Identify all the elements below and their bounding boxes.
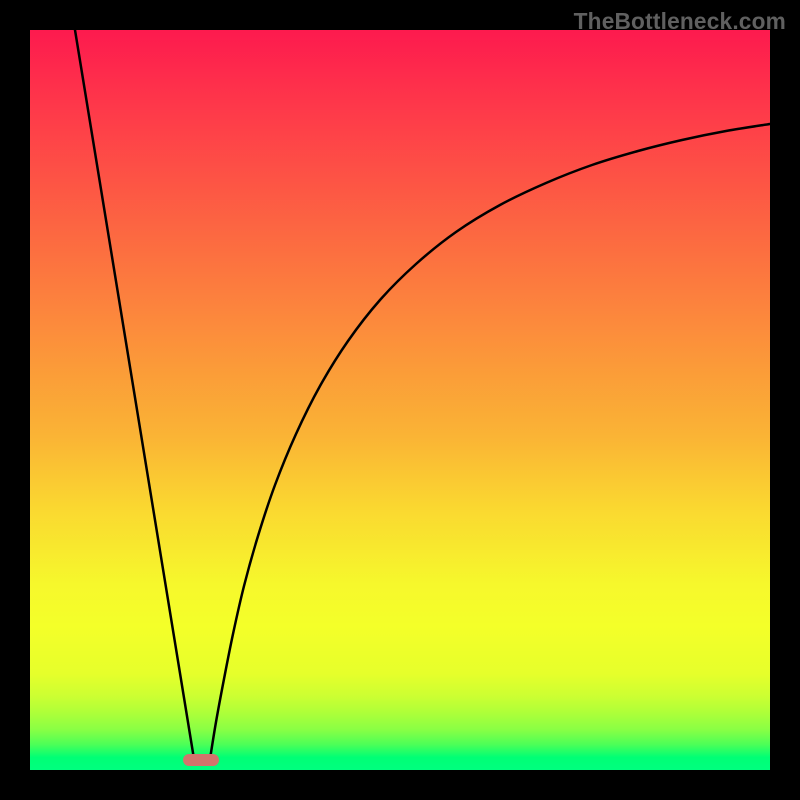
- watermark-label: TheBottleneck.com: [574, 8, 786, 35]
- chart-frame-border: [0, 0, 800, 800]
